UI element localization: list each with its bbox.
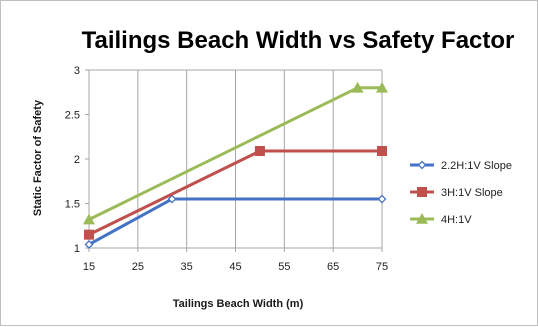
x-tick-label: 75 [376,261,388,273]
y-tick-label: 1 [74,243,80,255]
data-point [377,194,387,204]
data-point [377,145,387,156]
y-tick-label: 2.5 [65,110,80,122]
legend-marker [417,160,427,170]
data-point [167,194,177,204]
data-point [376,81,388,93]
x-tick-label: 45 [229,261,241,273]
y-tick-label: 3 [74,65,80,77]
legend-label: 3H:1V Slope [441,187,503,199]
y-tick-label: 2 [74,154,80,166]
legend-marker [417,187,427,197]
data-point [83,213,95,225]
x-tick-label: 55 [278,261,290,273]
data-point [254,145,265,156]
legend-label: 2.2H:1V Slope [441,160,512,172]
x-tick-label: 65 [327,261,339,273]
x-tick-label: 25 [132,261,144,273]
y-tick-label: 1.5 [65,199,80,211]
data-point [84,240,94,249]
data-point [351,81,364,93]
y-axis-title: Static Factor of Safety [32,99,44,216]
x-tick-label: 15 [83,261,95,273]
x-axis-title: Tailings Beach Width (m) [173,298,304,310]
data-point [84,229,94,240]
legend-marker [416,213,428,224]
x-tick-label: 35 [181,261,193,273]
legend-label: 4H:1V [441,214,472,226]
chart-title: Tailings Beach Width vs Safety Factor [82,27,515,54]
